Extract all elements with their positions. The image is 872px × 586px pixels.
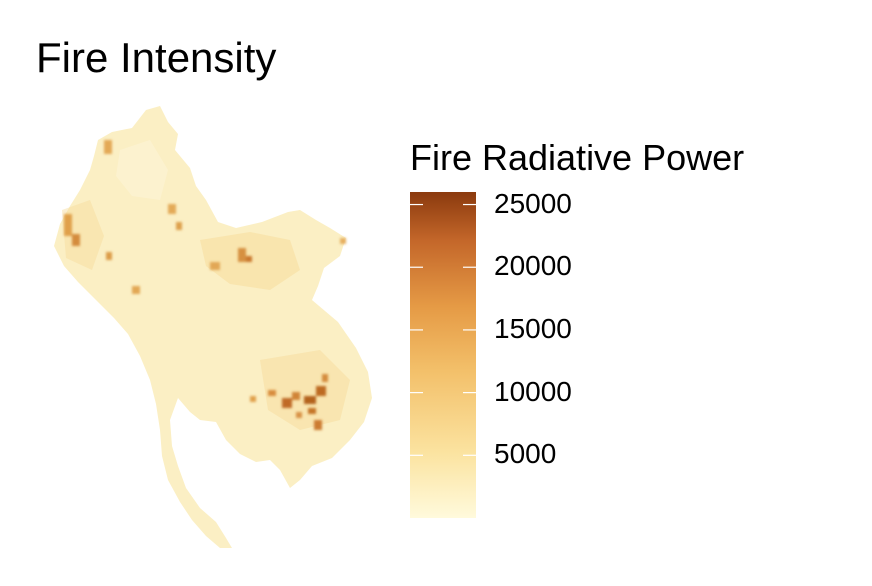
hotspots	[64, 140, 346, 430]
map-title: Fire Intensity	[36, 34, 277, 81]
legend-tick-marks	[410, 203, 476, 456]
legend-colorbar	[410, 192, 476, 518]
region-shape	[54, 106, 372, 548]
